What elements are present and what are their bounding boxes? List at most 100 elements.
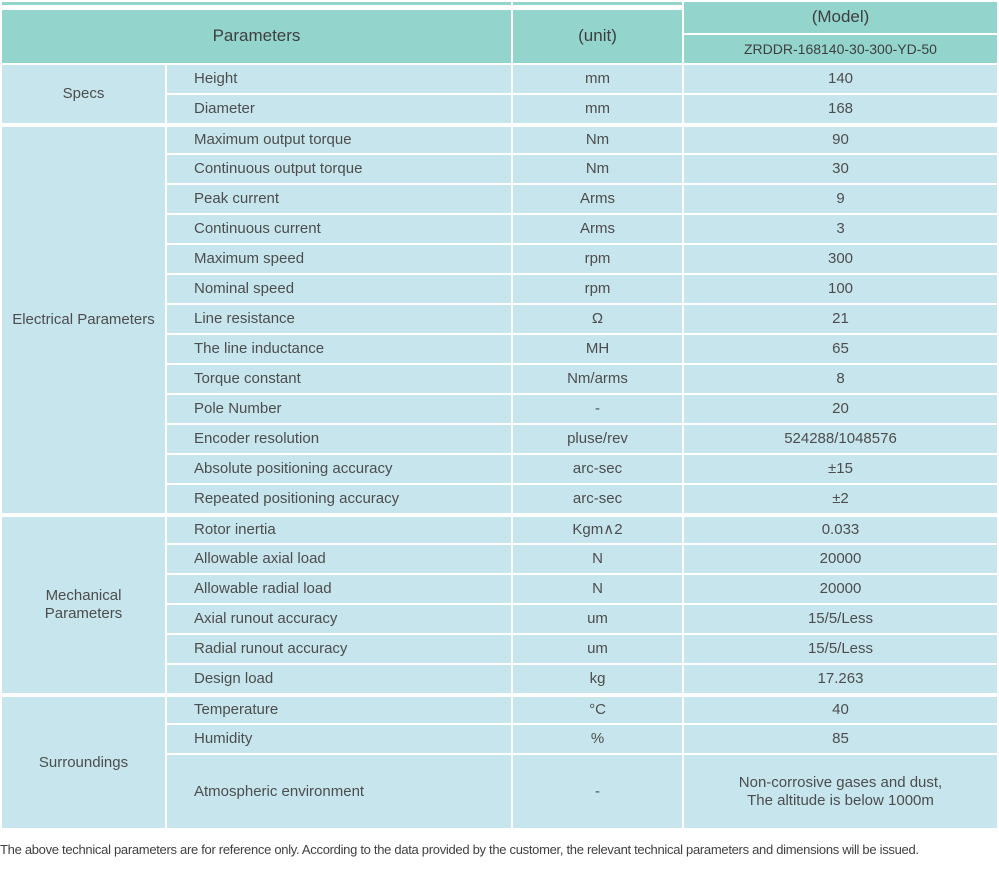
unit-cell: arc-sec [513,455,682,483]
param-name-cell: Torque constant [167,365,511,393]
param-name-cell: The line inductance [167,335,511,363]
value-cell: 65 [684,335,997,363]
table-row: Atmospheric environment - Non-corrosive ga… [2,755,997,828]
spec-table-body: Specs Height mm 140 Diameter mm 168 Electrical … [2,65,997,828]
table-row: Line resistance Ω 21 [2,305,997,333]
unit-cell: Nm [513,155,682,183]
table-row: Diameter mm 168 [2,95,997,123]
unit-cell: °C [513,695,682,723]
value-cell: 90 [684,125,997,153]
value-cell: 15/5/Less [684,605,997,633]
param-name-cell: Nominal speed [167,275,511,303]
param-name-cell: Repeated positioning accuracy [167,485,511,513]
table-row: Pole Number -20 [2,395,997,423]
table-row: Encoder resolution pluse/rev 524288/104857… [2,425,997,453]
value-cell: 0.033 [684,515,997,543]
spec-table: Parameters (unit) (Model) ZRDDR-168140-3… [2,2,997,828]
section-group-label: Surroundings [2,695,165,828]
param-name-cell: Continuous current [167,215,511,243]
unit-cell: mm [513,95,682,123]
param-name-cell: Peak current [167,185,511,213]
table-row: Peak current Arms 9 [2,185,997,213]
header-row-2: ZRDDR-168140-30-300-YD-50 [2,35,997,63]
table-row: Surroundings Temperature °C 40 [2,695,997,828]
unit-cell: Arms [513,215,682,243]
value-cell: ±2 [684,485,997,513]
param-name-cell: Rotor inertia [167,515,511,543]
unit-cell: % [513,725,682,753]
unit-cell: Nm [513,125,682,153]
param-name-cell: Radial runout accuracy [167,635,511,663]
table-row: Torque constant Nm/arms 8 [2,365,997,393]
param-name-cell: Maximum output torque [167,125,511,153]
table-row: Radial runout accuracy um 15/5/Less [2,635,997,663]
value-cell: 30 [684,155,997,183]
value-cell: 300 [684,245,997,273]
section-group-label: Mechanical Parameters [2,515,165,693]
param-name-cell: Axial runout accuracy [167,605,511,633]
spec-table-header: Parameters (unit) (Model) ZRDDR-168140-3… [2,2,997,63]
table-row: Allowable radial load N 20000 [2,575,997,603]
value-cell: 20000 [684,545,997,573]
table-row: Mechanical Parameters Rotor inertia Kgm∧2 0… [2,515,997,693]
value-cell: 168 [684,95,997,123]
unit-cell: N [513,545,682,573]
unit-cell: rpm [513,245,682,273]
unit-cell: pluse/rev [513,425,682,453]
param-name-cell: Line resistance [167,305,511,333]
unit-cell: Nm/arms [513,365,682,393]
unit-cell: N [513,575,682,603]
footnote: The above technical parameters are for r… [0,842,919,857]
parameters-header: Parameters [2,2,511,63]
header-row-1: Parameters (unit) (Model) [2,2,997,63]
section-group-label: Electrical Parameters [2,125,165,513]
param-name-cell: Design load [167,665,511,693]
value-cell: 524288/1048576 [684,425,997,453]
model-header: (Model) [684,2,997,33]
param-name-cell: Humidity [167,725,511,753]
unit-cell: - [513,755,682,828]
param-name-cell: Absolute positioning accuracy [167,455,511,483]
unit-cell: rpm [513,275,682,303]
value-cell: 20 [684,395,997,423]
unit-cell: um [513,605,682,633]
value-cell: 15/5/Less [684,635,997,663]
model-number: ZRDDR-168140-30-300-YD-50 [684,35,997,63]
table-row: Continuous output torque Nm 30 [2,155,997,183]
unit-header: (unit) [513,2,682,63]
value-cell: ±15 [684,455,997,483]
table-row: Specs Height mm 140 [2,65,997,123]
value-cell: 100 [684,275,997,303]
unit-cell: arc-sec [513,485,682,513]
param-name-cell: Diameter [167,95,511,123]
param-name-cell: Maximum speed [167,245,511,273]
table-row: Maximum speed rpm 300 [2,245,997,273]
param-name-cell: Temperature [167,695,511,723]
param-name-cell: Atmospheric environment [167,755,511,828]
value-cell: Non-corrosive gases and dust, The altitu… [684,755,997,828]
unit-cell: um [513,635,682,663]
table-row: Axial runout accuracy um 15/5/Less [2,605,997,633]
param-name-cell: Pole Number [167,395,511,423]
param-name-cell: Allowable radial load [167,575,511,603]
table-row: Humidity% 85 [2,725,997,753]
table-row: Allowable axial load N 20000 [2,545,997,573]
unit-cell: Ω [513,305,682,333]
table-row: Nominal speed rpm 100 [2,275,997,303]
value-cell: 3 [684,215,997,243]
value-cell: 20000 [684,575,997,603]
value-cell: 40 [684,695,997,723]
unit-cell: kg [513,665,682,693]
unit-cell: Arms [513,185,682,213]
value-cell: 8 [684,365,997,393]
param-name-cell: Allowable axial load [167,545,511,573]
table-row: The line inductance MH 65 [2,335,997,363]
param-name-cell: Continuous output torque [167,155,511,183]
table-row: Repeated positioning accuracy arc-sec ±2 [2,485,997,513]
unit-cell: Kgm∧2 [513,515,682,543]
table-row: Absolute positioning accuracy arc-sec ±15 [2,455,997,483]
section-group-label: Specs [2,65,165,123]
value-cell: 9 [684,185,997,213]
unit-cell: - [513,395,682,423]
